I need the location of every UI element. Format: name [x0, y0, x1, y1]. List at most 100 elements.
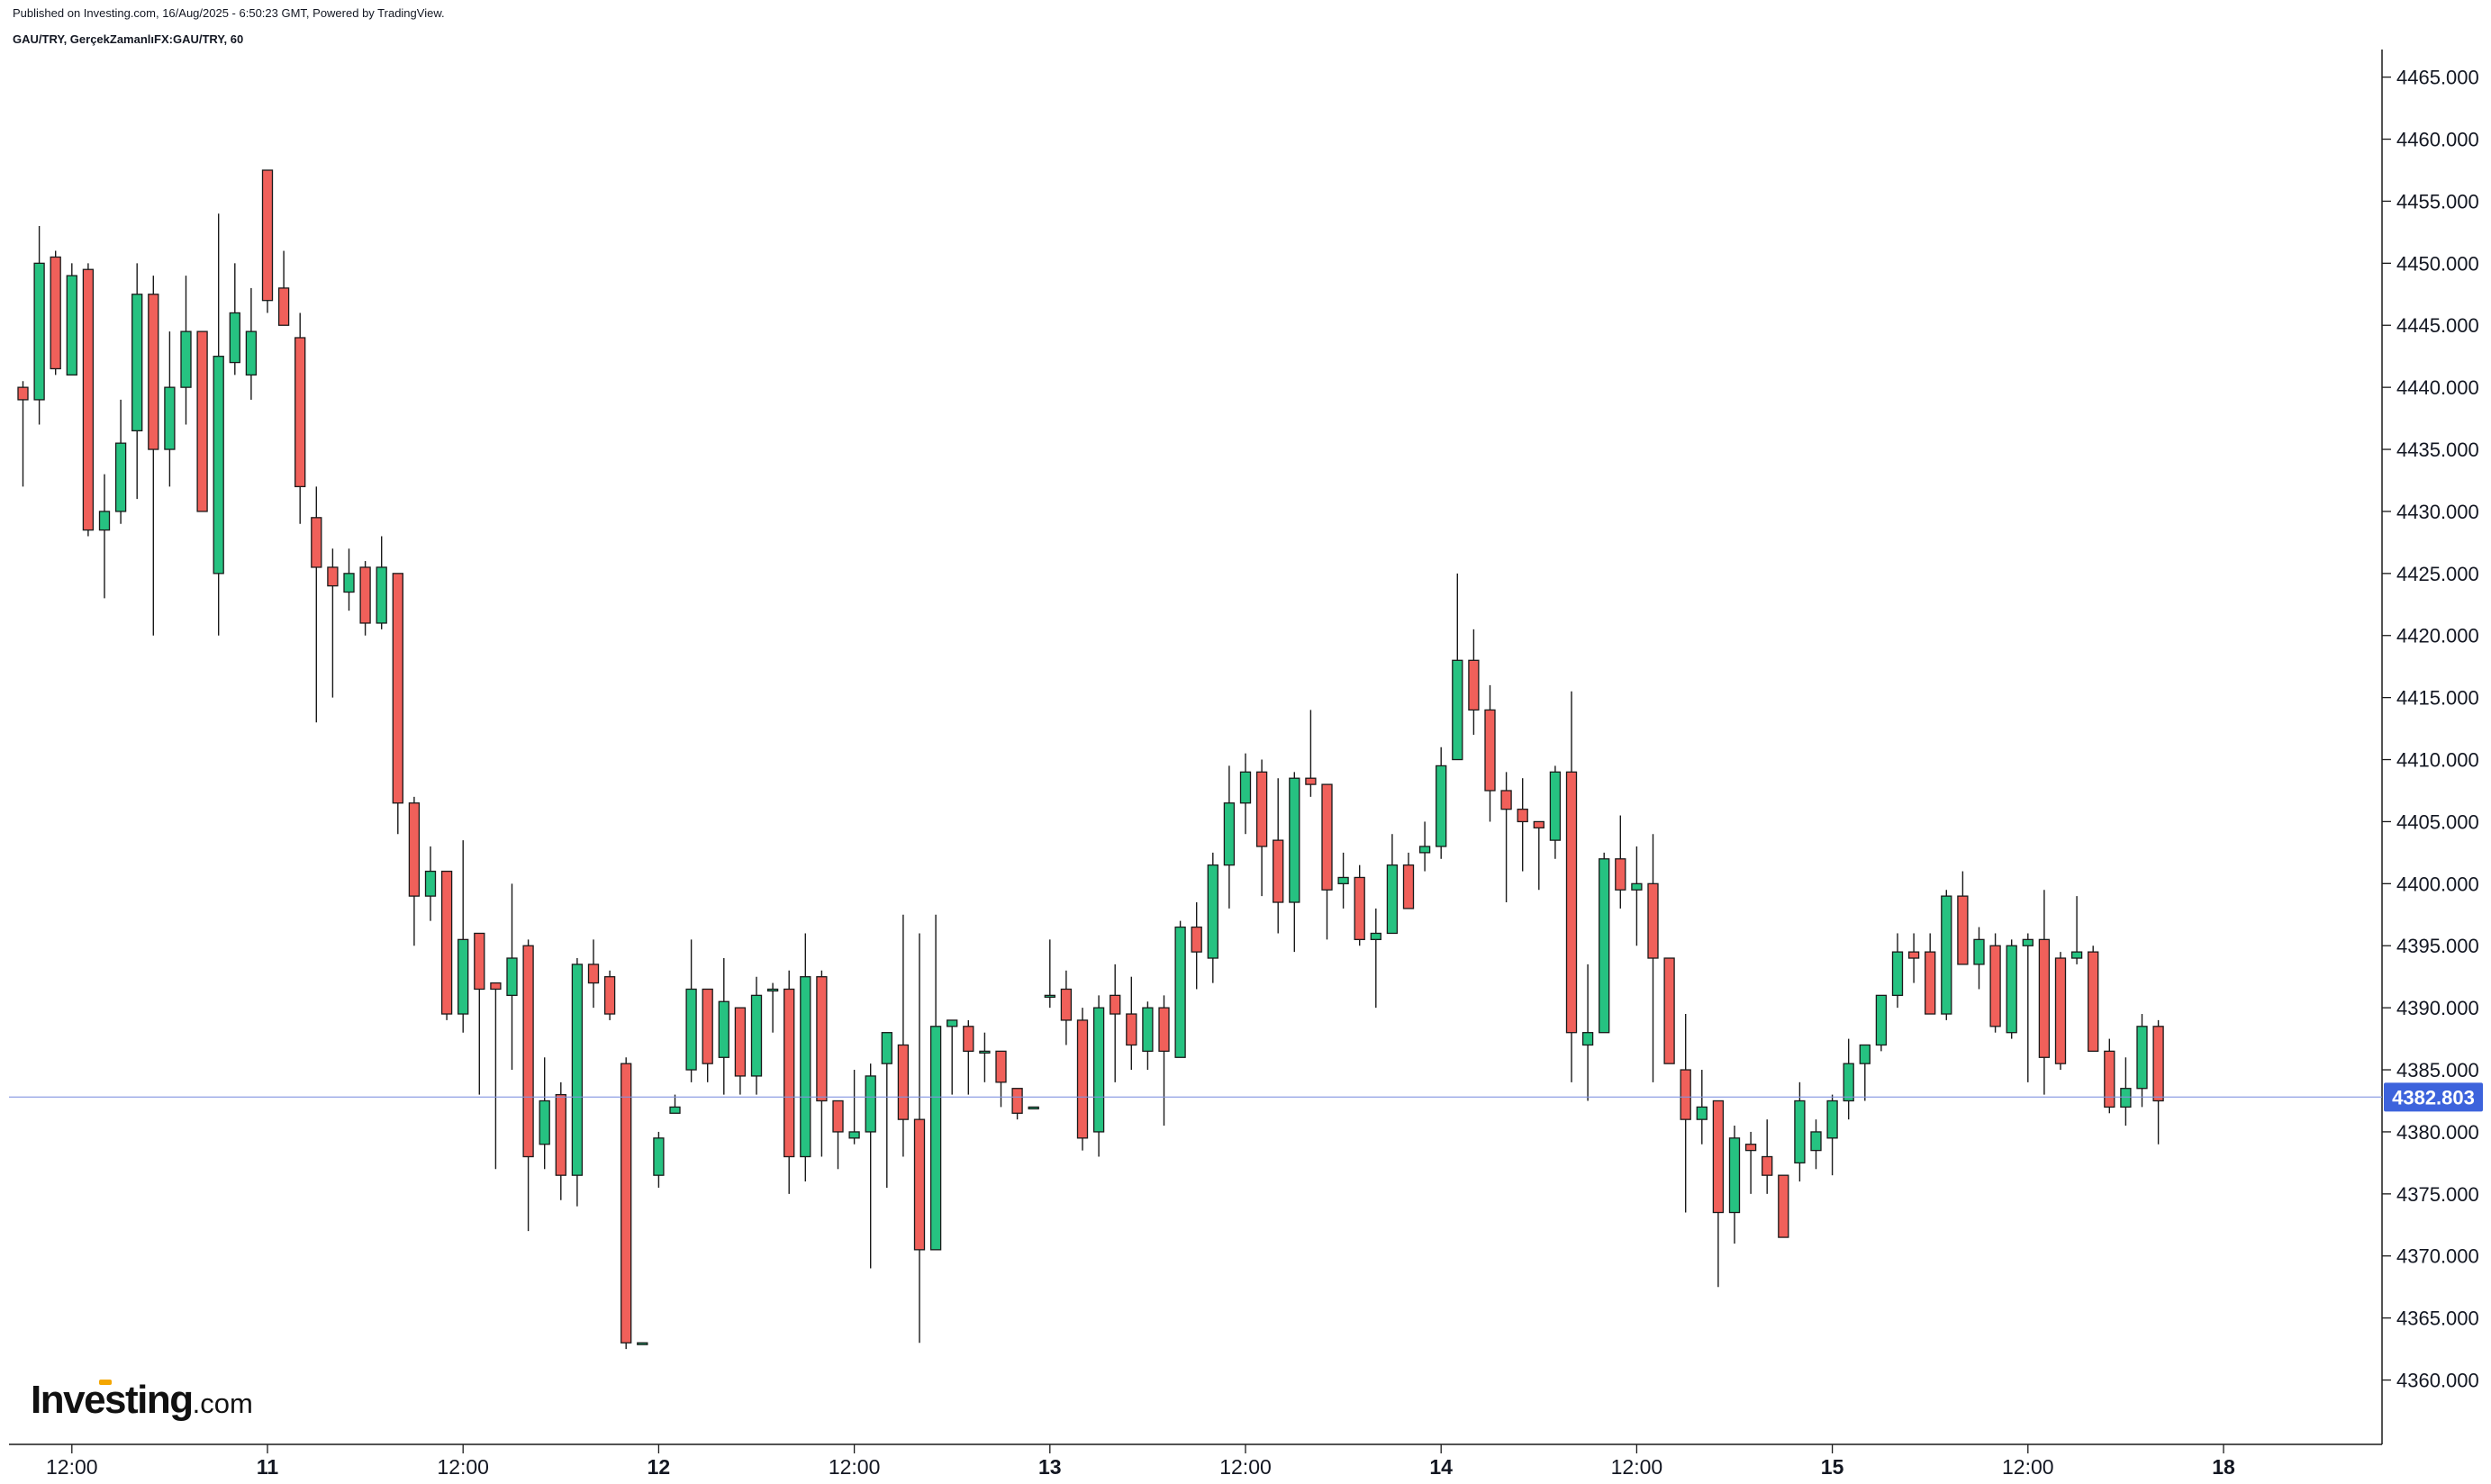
- candle: [1468, 629, 1480, 735]
- candle-body: [1239, 771, 1252, 804]
- candle: [1565, 691, 1578, 1082]
- candle: [1957, 871, 1969, 965]
- candle-body: [294, 337, 306, 488]
- candle-body: [180, 330, 192, 388]
- candle-body: [311, 517, 322, 568]
- y-tick-label: 4455.000: [2396, 190, 2479, 213]
- candle-body: [1549, 771, 1562, 841]
- candle-body: [1386, 864, 1399, 935]
- chart-header: Published on Investing.com, 16/Aug/2025 …: [13, 7, 445, 45]
- candle-body: [832, 1099, 844, 1133]
- candle: [1452, 573, 1463, 761]
- candle-body: [1207, 864, 1218, 959]
- candle: [603, 970, 616, 1020]
- candle-body: [685, 988, 697, 1071]
- y-tick-label: 4460.000: [2396, 129, 2479, 151]
- y-tick-label: 4365.000: [2396, 1308, 2479, 1330]
- candle: [1599, 852, 1610, 1034]
- candle: [750, 976, 763, 1095]
- candle: [408, 796, 421, 946]
- candle: [865, 1063, 876, 1269]
- candle: [2054, 952, 2067, 1071]
- candle: [1402, 852, 1415, 909]
- y-tick-label: 4375.000: [2396, 1183, 2479, 1206]
- candle: [311, 486, 322, 723]
- published-note: Published on Investing.com, 16/Aug/2025 …: [13, 6, 445, 20]
- candle-body: [1615, 858, 1626, 891]
- y-tick-label: 4420.000: [2396, 625, 2479, 647]
- candle: [66, 263, 77, 376]
- candle: [2136, 1014, 2148, 1108]
- candle: [848, 1070, 860, 1145]
- candle-body: [213, 356, 224, 575]
- candle: [1778, 1174, 1789, 1238]
- candle: [702, 988, 713, 1082]
- candle-body: [1126, 1013, 1137, 1046]
- candle-body: [539, 1099, 550, 1145]
- candle: [897, 914, 910, 1157]
- candle: [1973, 927, 1985, 990]
- candle-body: [1289, 777, 1300, 903]
- symbol-title: GAU/TRY, GerçekZamanlıFX:GAU/TRY, 60: [13, 32, 244, 46]
- candle: [1207, 852, 1218, 983]
- candle: [1386, 834, 1399, 935]
- candle: [1158, 995, 1170, 1127]
- candle-body: [1680, 1069, 1691, 1120]
- candle-body: [327, 566, 339, 587]
- candle: [82, 263, 95, 537]
- candle: [1110, 964, 1121, 1082]
- candle-body: [620, 1063, 632, 1344]
- candle: [98, 474, 111, 599]
- candle-body: [1533, 820, 1544, 828]
- candle-body: [816, 976, 828, 1102]
- candle: [653, 1131, 665, 1188]
- candle: [392, 573, 403, 835]
- candle-body: [1957, 895, 1969, 965]
- y-tick-label: 4405.000: [2396, 810, 2479, 833]
- x-tick-label: 12:00: [437, 1455, 489, 1479]
- candle-body: [979, 1050, 991, 1054]
- x-tick-label: 14: [1429, 1455, 1453, 1479]
- candle: [50, 250, 61, 376]
- candle-body: [506, 957, 518, 997]
- candle: [277, 250, 290, 326]
- candle: [832, 1099, 844, 1170]
- candle: [261, 169, 274, 313]
- x-tick-label: 13: [1038, 1455, 1062, 1479]
- candle-body: [457, 938, 469, 1015]
- candle-body: [2006, 945, 2017, 1034]
- candle-body: [1728, 1137, 1741, 1214]
- candle: [1191, 902, 1202, 990]
- candle-body: [1647, 882, 1659, 959]
- candle-body: [261, 169, 274, 302]
- candle-body: [603, 976, 616, 1015]
- candle-body: [1484, 709, 1496, 792]
- candle-body: [1321, 783, 1333, 891]
- candle: [620, 1057, 632, 1350]
- candle: [2022, 933, 2034, 1082]
- investing-logo: Investing.com: [31, 1378, 253, 1423]
- candle-body: [66, 275, 77, 376]
- candle-body: [1744, 1144, 1757, 1152]
- y-tick-label: 4425.000: [2396, 563, 2479, 585]
- candle: [359, 561, 371, 636]
- candle: [424, 846, 437, 921]
- candle-body: [1305, 777, 1317, 785]
- candle: [1826, 1094, 1838, 1176]
- candle: [555, 1081, 566, 1200]
- candle-body: [897, 1044, 910, 1120]
- candle: [1744, 1131, 1757, 1194]
- candle: [1810, 1119, 1822, 1170]
- candle: [1712, 1099, 1725, 1288]
- candle-body: [881, 1032, 892, 1064]
- candle: [1028, 1106, 1039, 1110]
- candle: [637, 1342, 648, 1345]
- last-price-label: 4382.803: [2392, 1086, 2475, 1108]
- chart-axes: 4465.000 4460.000 4455.000 4450.000 4445.000…: [9, 50, 2479, 1479]
- candle-body: [2120, 1088, 2132, 1108]
- candle-body: [2038, 938, 2051, 1058]
- candle-body: [196, 330, 208, 512]
- candle-body: [245, 330, 258, 376]
- candle-body: [277, 287, 290, 326]
